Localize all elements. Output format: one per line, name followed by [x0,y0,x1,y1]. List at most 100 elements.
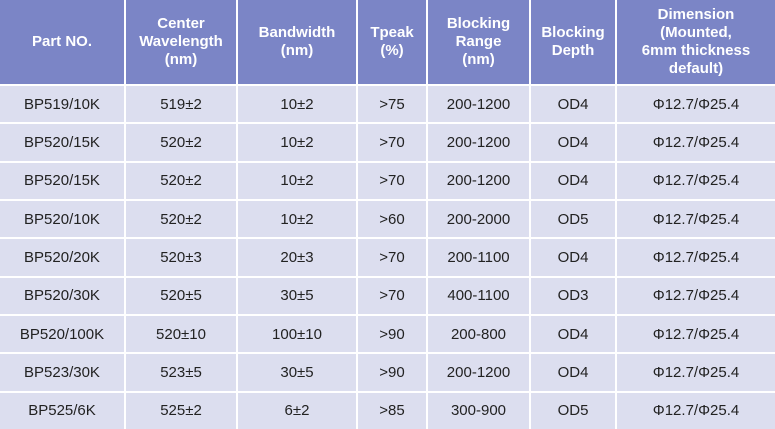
header-cell: Blocking Depth [531,0,615,84]
table-cell: 10±2 [238,200,356,238]
table-cell: BP520/15K [0,124,124,161]
table-cell: BP520/10K [0,200,124,238]
cell-text: >75 [379,95,405,113]
table-cell: 200-1200 [428,124,529,161]
table-cell: Φ12.7/Φ25.4 [617,354,775,391]
table-cell: OD4 [531,124,615,161]
header-text: Range [455,33,502,50]
header-cell: Tpeak (%) [358,0,426,84]
table-cell: 520±10 [126,315,236,353]
table-cell: 525±2 [126,392,236,429]
cell-text: 10±2 [280,95,314,113]
table-cell: 520±2 [126,200,236,238]
cell-text: >90 [379,325,405,343]
cell-text: 200-1200 [446,172,511,190]
cell-text: >70 [379,133,405,151]
table-cell: 10±2 [238,124,356,161]
table-cell: Φ12.7/Φ25.4 [617,315,775,353]
header-text: Part NO. [31,33,92,50]
cell-text: 300-900 [450,402,507,420]
cell-text: BP520/15K [24,172,100,190]
table-cell: OD4 [531,162,615,199]
table-cell: 30±5 [238,277,356,314]
table-cell: BP520/15K [0,162,124,199]
table-cell: 6±2 [238,392,356,429]
cell-text: 200-1100 [447,248,510,266]
header-text: (nm) [462,51,495,68]
cell-text: 6±2 [284,402,310,420]
header-text: Center [157,15,205,32]
cell-text: Φ12.7/Φ25.4 [652,95,740,113]
table-cell: 100±10 [238,315,356,353]
table-cell: >90 [358,354,426,391]
header-text: Depth [551,42,595,59]
cell-text: 10±2 [280,172,314,190]
cell-text: Φ12.7/Φ25.4 [652,133,740,151]
table-cell: >70 [358,239,426,276]
table-cell: OD4 [531,239,615,276]
cell-text: 523±5 [160,363,202,381]
table-cell: BP520/30K [0,277,124,314]
header-text: Blocking [541,24,605,41]
table-cell: 10±2 [238,162,356,199]
table-cell: Φ12.7/Φ25.4 [617,392,775,429]
table-cell: 200-2000 [428,200,529,238]
cell-text: Φ12.7/Φ25.4 [652,210,740,228]
header-text: default) [668,60,724,77]
cell-text: OD4 [557,172,589,190]
cell-text: BP520/20K [24,248,100,266]
cell-text: BP520/15K [24,133,100,151]
table-cell: 300-900 [428,392,529,429]
header-text: 6mm thickness [641,42,751,59]
table-cell: >85 [358,392,426,429]
cell-text: Φ12.7/Φ25.4 [652,172,740,190]
header-cell: Part NO. [0,0,124,84]
table-cell: 519±2 [126,86,236,123]
cell-text: >70 [379,248,405,266]
header-text: Wavelength [139,33,223,50]
cell-text: OD3 [557,287,589,305]
cell-text: >85 [379,402,405,420]
table-cell: OD5 [531,200,615,238]
cell-text: BP525/6K [28,402,96,420]
header-cell: Blocking Range (nm) [428,0,529,84]
header-text: (%) [380,42,404,59]
table-cell: BP525/6K [0,392,124,429]
cell-text: 520±3 [160,248,202,266]
table-cell: 20±3 [238,239,356,276]
cell-text: OD4 [557,363,589,381]
table-cell: 200-1100 [428,239,529,276]
cell-text: >70 [379,172,405,190]
cell-text: >60 [379,210,405,228]
table-cell: Φ12.7/Φ25.4 [617,162,775,199]
cell-text: BP520/100K [19,325,105,343]
cell-text: BP520/10K [24,210,100,228]
table-cell: Φ12.7/Φ25.4 [617,239,775,276]
table-cell: Φ12.7/Φ25.4 [617,200,775,238]
cell-text: 20±3 [280,248,314,266]
table-cell: >75 [358,86,426,123]
cell-text: BP520/30K [24,287,100,305]
cell-text: 10±2 [280,210,314,228]
table-cell: 200-1200 [428,162,529,199]
table-cell: >60 [358,200,426,238]
header-text: Blocking [446,15,511,32]
table-cell: Φ12.7/Φ25.4 [617,86,775,123]
cell-text: 200-2000 [446,210,511,228]
header-text: Tpeak [370,24,414,41]
cell-text: OD5 [557,402,589,420]
header-cell: Bandwidth (nm) [238,0,356,84]
cell-text: Φ12.7/Φ25.4 [652,325,740,343]
table-cell: >70 [358,162,426,199]
cell-text: 10±2 [280,133,314,151]
cell-text: OD4 [557,248,589,266]
cell-text: 100±10 [272,325,322,343]
table-cell: 10±2 [238,86,356,123]
header-cell: Dimension (Mounted, 6mm thickness default) [617,0,775,84]
cell-text: 200-800 [450,325,507,343]
cell-text: Φ12.7/Φ25.4 [652,402,740,420]
table-cell: OD4 [531,354,615,391]
table-cell: 520±2 [126,162,236,199]
cell-text: Φ12.7/Φ25.4 [652,363,740,381]
